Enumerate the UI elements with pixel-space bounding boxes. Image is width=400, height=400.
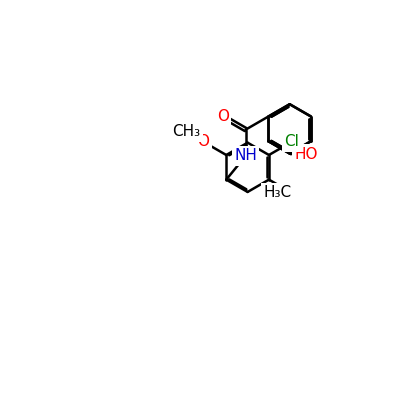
Text: NH: NH [234, 148, 257, 163]
Text: H₃C: H₃C [264, 185, 292, 200]
Text: O: O [198, 134, 210, 150]
Text: Cl: Cl [284, 134, 299, 150]
Text: O: O [217, 109, 229, 124]
Text: CH₃: CH₃ [172, 124, 200, 139]
Text: HO: HO [294, 147, 318, 162]
